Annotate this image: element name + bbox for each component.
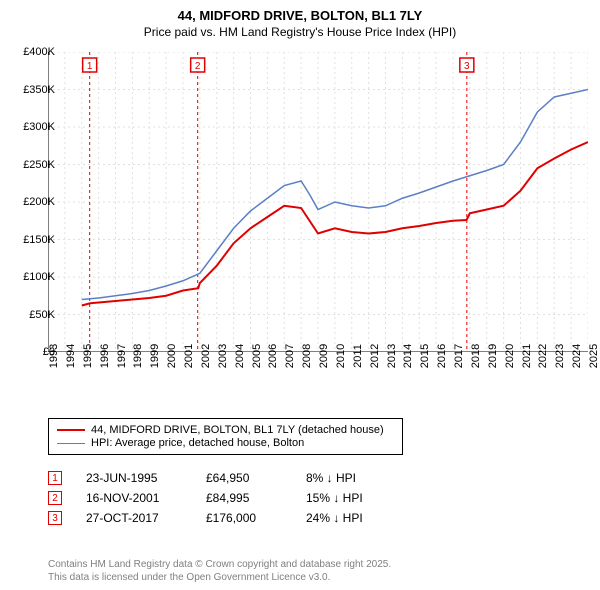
x-tick-label: 2010	[335, 344, 347, 368]
sale-date: 23-JUN-1995	[86, 471, 206, 485]
x-tick-label: 2001	[183, 344, 195, 368]
y-tick-label: £100K	[23, 271, 55, 283]
x-tick-label: 2022	[537, 344, 549, 368]
sale-price: £84,995	[206, 491, 306, 505]
x-tick-label: 2009	[318, 344, 330, 368]
x-tick-label: 2023	[554, 344, 566, 368]
line-chart: 1 2 3	[48, 52, 588, 352]
legend-swatch	[57, 443, 85, 444]
sale-marker-icon: 2	[48, 491, 62, 505]
y-tick-label: £300K	[23, 121, 55, 133]
legend: 44, MIDFORD DRIVE, BOLTON, BL1 7LY (deta…	[48, 418, 403, 455]
x-tick-label: 2008	[301, 344, 313, 368]
x-tick-label: 1999	[149, 344, 161, 368]
footer-line-1: Contains HM Land Registry data © Crown c…	[48, 558, 391, 571]
x-tick-label: 2013	[386, 344, 398, 368]
sale-price: £64,950	[206, 471, 306, 485]
legend-swatch	[57, 429, 85, 431]
x-tick-label: 2018	[470, 344, 482, 368]
x-tick-label: 2004	[234, 344, 246, 368]
sale-row: 3 27-OCT-2017£176,00024% ↓ HPI	[48, 511, 426, 525]
x-tick-label: 2015	[419, 344, 431, 368]
x-tick-label: 2025	[588, 344, 600, 368]
sale-marker-icon: 3	[48, 511, 62, 525]
x-tick-label: 2002	[200, 344, 212, 368]
x-tick-label: 2019	[487, 344, 499, 368]
x-tick-label: 2020	[504, 344, 516, 368]
y-tick-label: £150K	[23, 234, 55, 246]
x-tick-label: 1993	[48, 344, 60, 368]
legend-item: HPI: Average price, detached house, Bolt…	[57, 437, 394, 449]
legend-label: HPI: Average price, detached house, Bolt…	[91, 437, 304, 449]
x-tick-label: 2000	[166, 344, 178, 368]
x-tick-label: 1997	[116, 344, 128, 368]
x-tick-label: 2017	[453, 344, 465, 368]
y-tick-label: £350K	[23, 84, 55, 96]
chart-container: 44, MIDFORD DRIVE, BOLTON, BL1 7LY Price…	[0, 0, 600, 590]
title-block: 44, MIDFORD DRIVE, BOLTON, BL1 7LY Price…	[0, 0, 600, 43]
x-tick-label: 2005	[251, 344, 263, 368]
x-tick-label: 2024	[571, 344, 583, 368]
sale-hpi-delta: 15% ↓ HPI	[306, 491, 426, 505]
sale-row: 1 23-JUN-1995£64,9508% ↓ HPI	[48, 471, 426, 485]
x-tick-label: 2007	[284, 344, 296, 368]
x-tick-label: 2016	[436, 344, 448, 368]
x-tick-label: 2014	[402, 344, 414, 368]
sale-row: 2 16-NOV-2001£84,99515% ↓ HPI	[48, 491, 426, 505]
svg-text:3: 3	[464, 61, 470, 72]
x-tick-label: 2021	[521, 344, 533, 368]
sale-date: 27-OCT-2017	[86, 511, 206, 525]
x-tick-label: 2003	[217, 344, 229, 368]
sale-hpi-delta: 24% ↓ HPI	[306, 511, 426, 525]
x-tick-label: 1998	[132, 344, 144, 368]
y-tick-label: £200K	[23, 196, 55, 208]
x-tick-label: 1995	[82, 344, 94, 368]
sales-table: 1 23-JUN-1995£64,9508% ↓ HPI 2 16-NOV-2001£…	[48, 465, 426, 531]
x-tick-label: 1996	[99, 344, 111, 368]
sale-date: 16-NOV-2001	[86, 491, 206, 505]
sale-price: £176,000	[206, 511, 306, 525]
y-tick-label: £400K	[23, 46, 55, 58]
title-sub: Price paid vs. HM Land Registry's House …	[0, 25, 600, 39]
y-tick-label: £50K	[29, 309, 55, 321]
sale-hpi-delta: 8% ↓ HPI	[306, 471, 426, 485]
x-tick-label: 1994	[65, 344, 77, 368]
svg-text:2: 2	[195, 61, 201, 72]
x-tick-label: 2006	[267, 344, 279, 368]
x-tick-label: 2011	[352, 344, 364, 368]
svg-text:1: 1	[87, 61, 93, 72]
title-main: 44, MIDFORD DRIVE, BOLTON, BL1 7LY	[0, 8, 600, 23]
footer-line-2: This data is licensed under the Open Gov…	[48, 571, 391, 584]
legend-item: 44, MIDFORD DRIVE, BOLTON, BL1 7LY (deta…	[57, 424, 394, 436]
legend-label: 44, MIDFORD DRIVE, BOLTON, BL1 7LY (deta…	[91, 424, 384, 436]
y-tick-label: £250K	[23, 159, 55, 171]
sale-marker-icon: 1	[48, 471, 62, 485]
footer-attribution: Contains HM Land Registry data © Crown c…	[48, 558, 391, 584]
x-tick-label: 2012	[369, 344, 381, 368]
